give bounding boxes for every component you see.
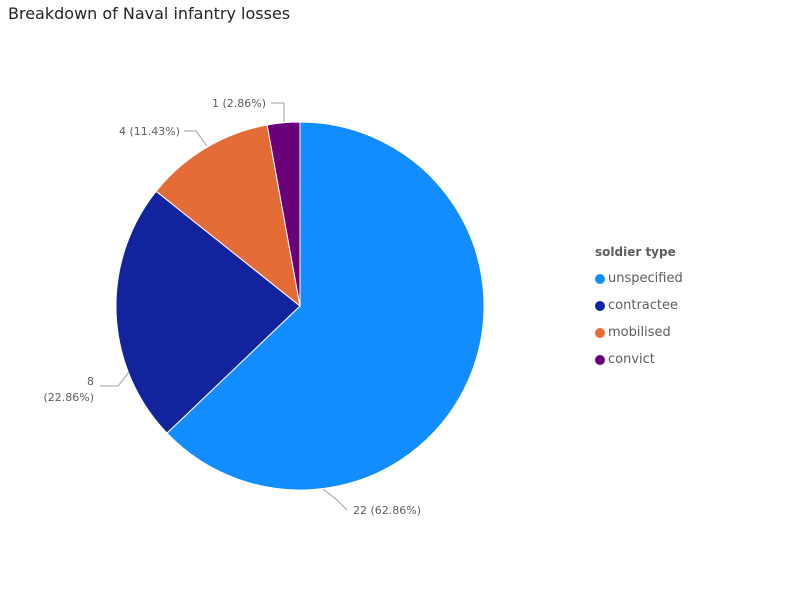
data-label-mobilised: 4 (11.43%) xyxy=(119,125,180,138)
legend-marker-mobilised xyxy=(595,327,605,338)
legend-item-unspecified[interactable]: unspecified xyxy=(595,265,683,292)
legend-item-mobilised[interactable]: mobilised xyxy=(595,319,683,346)
leader-line-contractee xyxy=(100,371,130,387)
legend-label-unspecified: unspecified xyxy=(608,271,683,286)
pie-slice-mobilised[interactable] xyxy=(155,124,301,308)
legend-marker-convict xyxy=(595,354,605,365)
pie-slice-contractee[interactable] xyxy=(115,190,301,434)
legend-title: soldier type xyxy=(595,245,676,259)
legend-label-convict: convict xyxy=(608,352,655,367)
data-label-convict: 1 (2.86%) xyxy=(212,97,266,110)
leader-line-unspecified xyxy=(322,488,348,511)
data-label-contractee-percent: (22.86%) xyxy=(43,391,94,404)
leader-line-mobilised xyxy=(184,130,208,147)
legend: soldier type unspecified contractee mobi… xyxy=(595,245,683,373)
legend-label-contractee: contractee xyxy=(608,298,678,313)
data-label-contractee-value: 8 xyxy=(87,375,94,388)
pie-slices xyxy=(115,121,485,491)
legend-marker-unspecified xyxy=(595,273,605,284)
chart-title: Breakdown of Naval infantry losses xyxy=(8,4,291,23)
legend-marker-contractee xyxy=(595,300,605,311)
data-label-unspecified: 22 (62.86%) xyxy=(353,504,421,517)
legend-label-mobilised: mobilised xyxy=(608,325,671,340)
legend-item-convict[interactable]: convict xyxy=(595,346,683,373)
legend-item-contractee[interactable]: contractee xyxy=(595,292,683,319)
pie-slice-convict[interactable] xyxy=(266,121,301,307)
leader-line-convict xyxy=(271,102,285,122)
pie-slice-unspecified[interactable] xyxy=(166,121,485,491)
data-labels: 22 (62.86%) 8 (22.86%) 4 (11.43%) 1 (2.8… xyxy=(43,97,421,517)
